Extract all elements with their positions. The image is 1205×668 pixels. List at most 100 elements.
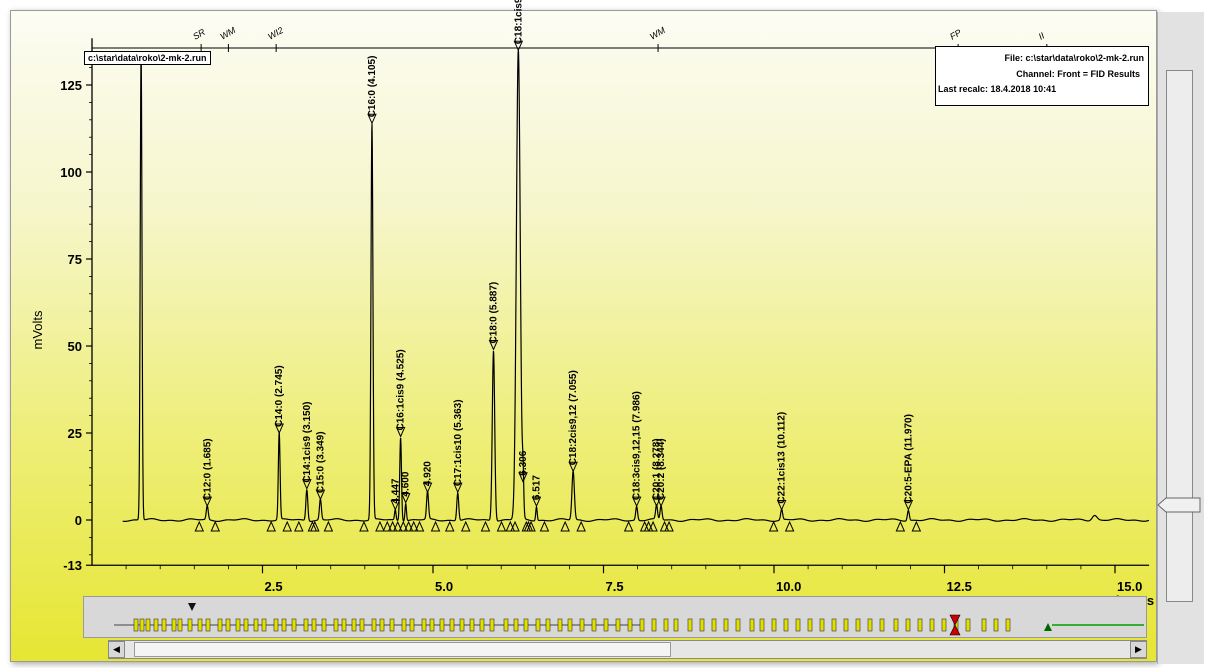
peak-label: C16:1cis9 (4.525) <box>396 349 407 430</box>
peak-label: C16:0 (4.105) <box>367 56 378 118</box>
timeline-event-mark <box>479 618 485 632</box>
timeline-event-mark <box>567 618 573 632</box>
baseline-end-marker <box>784 520 795 532</box>
timeline-event-mark <box>261 618 267 632</box>
horizontal-scroll-thumb[interactable] <box>134 642 671 657</box>
timeline-event-mark <box>981 618 987 632</box>
timeline-event-mark <box>819 618 825 632</box>
peak-markers <box>194 40 922 532</box>
timeline-event-mark <box>807 618 813 632</box>
peak-labels: C12:0 (1.685) C14:0 (2.745) C14:1cis9 (3.1… <box>202 0 914 504</box>
timeline-event-mark <box>663 618 669 632</box>
timeline-event-mark <box>831 618 837 632</box>
timeline-event-mark <box>917 618 923 632</box>
horizontal-scrollbar[interactable]: ◀ ▶ <box>108 640 1147 659</box>
timeline-event-mark <box>503 618 509 632</box>
timeline-event-mark <box>197 618 203 632</box>
peak-label: C17:1cis10 (5.363) <box>453 399 464 486</box>
peak-label: C14:1cis9 (3.150) <box>302 402 313 483</box>
baseline-start-marker <box>648 520 658 532</box>
peak-marker <box>400 493 411 504</box>
peak-marker <box>302 479 312 490</box>
baseline-end-marker <box>496 520 507 532</box>
timeline-event-mark <box>459 618 465 632</box>
timeline-event-mark <box>371 618 377 632</box>
y-tick-label: 100 <box>60 165 82 180</box>
timeline-event-mark <box>723 618 729 632</box>
timeline-event-mark <box>673 618 679 632</box>
timeline-graphics <box>114 603 1144 636</box>
baseline-end-marker <box>375 520 385 532</box>
baseline-start-marker <box>505 520 516 532</box>
vertical-zoom-track[interactable] <box>1166 70 1193 602</box>
scroll-right-arrow-icon[interactable]: ▶ <box>1130 641 1147 658</box>
baseline-end-marker <box>282 520 292 532</box>
info-recalc-line: Last recalc: 18.4.2018 10:41 <box>938 84 1057 94</box>
timeline-event-mark <box>389 618 395 632</box>
timeline-event-mark <box>429 618 435 632</box>
peak-marker <box>903 500 914 511</box>
timeline-event-mark <box>489 618 495 632</box>
timeline-event-mark <box>139 618 145 632</box>
timeline-event-mark <box>759 618 765 632</box>
scroll-left-arrow-icon[interactable]: ◀ <box>108 641 125 658</box>
baseline-start-marker <box>444 520 455 532</box>
timeline-event-mark <box>867 618 873 632</box>
y-axis-title: mVolts <box>30 310 45 350</box>
timeline-event-mark <box>795 618 801 632</box>
timeline-event-mark <box>639 618 645 632</box>
peak-label: C15:0 (3.349) <box>315 431 326 493</box>
results-info-box: File: c:\star\data\roko\2-mk-2.run Chann… <box>935 46 1149 106</box>
baseline-end-marker <box>576 520 586 532</box>
peak-marker <box>452 482 463 494</box>
peak-label: C12:0 (1.685) <box>202 438 213 500</box>
peak-label: C20:2 (8.344) <box>656 438 667 500</box>
baseline-start-marker <box>294 520 304 532</box>
event-timeline-strip[interactable] <box>83 596 1147 638</box>
peak-marker <box>568 461 578 473</box>
timeline-event-mark <box>615 618 621 632</box>
timeline-event-mark <box>439 618 445 632</box>
timeline-event-mark <box>187 618 193 632</box>
baseline-end-marker <box>408 520 419 532</box>
timeline-event-mark <box>281 618 287 632</box>
file-path-label: c:\star\data\roko\2-mk-2.run <box>84 51 211 65</box>
peak-marker <box>513 40 524 52</box>
baseline-start-marker <box>510 520 520 532</box>
timeline-event-mark <box>379 618 385 632</box>
peak-marker <box>395 426 406 438</box>
baseline-start-marker <box>359 520 369 532</box>
baseline-end-marker <box>430 520 441 532</box>
peak-marker <box>390 500 401 511</box>
timeline-event-mark <box>699 618 705 632</box>
event-label: FP <box>948 27 963 41</box>
timeline-event-mark <box>1005 618 1011 632</box>
timeline-hourglass-icon <box>949 614 961 636</box>
timeline-event-mark <box>941 618 947 632</box>
timeline-event-mark <box>225 618 231 632</box>
timeline-event-mark <box>855 618 861 632</box>
baseline-start-marker <box>307 520 318 532</box>
y-tick-label: 125 <box>60 78 82 93</box>
peak-marker <box>776 500 787 511</box>
peak-label: C20:5-EPA (11.970) <box>903 414 914 504</box>
baseline-end-marker <box>911 520 922 532</box>
timeline-event-mark <box>133 618 139 632</box>
baseline-end-marker <box>398 520 409 532</box>
chromatogram-panel <box>10 10 1157 662</box>
timeline-event-mark <box>235 618 241 632</box>
baseline-end-marker <box>460 520 471 532</box>
baseline-start-marker <box>266 520 276 532</box>
baseline-start-marker <box>560 520 570 532</box>
timeline-event-mark <box>687 618 693 632</box>
vertical-zoom-slider-icon[interactable] <box>1156 496 1202 514</box>
baseline-start-marker <box>768 520 779 532</box>
x-tick-label: 2.5 <box>265 579 283 594</box>
timeline-event-mark <box>469 618 475 632</box>
timeline-event-mark <box>401 618 407 632</box>
signal-trace <box>122 50 1150 522</box>
baseline-start-marker <box>623 520 634 532</box>
timeline-event-mark <box>557 618 563 632</box>
baseline-start-marker <box>387 520 398 532</box>
